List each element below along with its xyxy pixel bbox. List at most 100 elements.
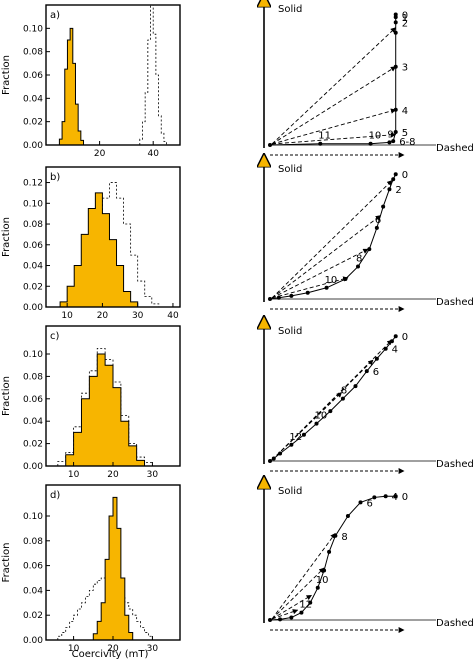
histogram-panel-3: 0.00 0.02 0.04 0.06 0.08 0.10 10 20 30 d) Fraction [1, 485, 180, 654]
step-label: 3 [402, 63, 408, 74]
arai-point [369, 142, 373, 146]
arai-point [356, 265, 360, 269]
arai-point [387, 187, 391, 191]
dashed-axis-label: Dashed [436, 459, 474, 470]
arai-point [325, 286, 329, 290]
y-axis-title: Fraction [1, 543, 12, 583]
solid-axis-label: Solid [278, 4, 302, 15]
x-tick-label: 20 [97, 311, 109, 321]
y-axis-title: Fraction [1, 376, 12, 416]
y-tick-label: 0.08 [23, 537, 43, 547]
x-tick-label: 40 [147, 149, 159, 159]
y-axis-title: Fraction [1, 55, 12, 95]
step-label: 6 [367, 498, 373, 509]
arai-point [343, 277, 347, 281]
dashed-axis-label: Dashed [436, 618, 474, 629]
solid-histogram [59, 28, 83, 145]
step-label: 11 [318, 131, 331, 142]
y-tick-label: 0.08 [23, 372, 43, 382]
arai-point [268, 459, 272, 463]
step-label: 10 [325, 275, 338, 286]
step-label: 0 [402, 332, 408, 343]
dashed-axis-label: Dashed [436, 143, 474, 154]
arai-point [333, 534, 337, 538]
y-tick-label: 0.00 [23, 141, 43, 151]
arai-point [381, 205, 385, 209]
y-tick-label: 0.04 [23, 262, 43, 272]
y-tick-label: 0.10 [23, 199, 43, 209]
arai-point [375, 357, 379, 361]
y-axis-title: Fraction [1, 217, 12, 257]
arai-point [327, 550, 331, 554]
arai-point [394, 172, 398, 176]
arai-panel-1: Solid Dashed 02 6 8 10 [264, 164, 474, 309]
arai-point [384, 494, 388, 498]
step-label: 9 [387, 129, 393, 140]
panel-label: d) [50, 490, 60, 501]
x-axis-title: Coercivity (mT) [72, 649, 149, 660]
arai-panel-0: Solid Dashed 012 3 4 56-8 9 10 11 [264, 4, 474, 155]
x-tick-label: 20 [107, 470, 119, 480]
solid-axis-label: Solid [278, 486, 302, 497]
arai-point [278, 617, 282, 621]
arai-point [394, 130, 398, 134]
panel-label: c) [50, 331, 59, 342]
arai-point [341, 397, 345, 401]
y-tick-label: 0.00 [23, 303, 43, 313]
y-tick-label: 0.02 [23, 611, 43, 621]
step-label: 4 [402, 106, 408, 117]
arai-point [391, 177, 395, 181]
x-tick-label: 30 [147, 470, 159, 480]
arai-point [359, 500, 363, 504]
step-label: 8 [341, 386, 347, 397]
y-tick-label: 0.00 [23, 636, 43, 646]
y-tick-label: 0.10 [23, 350, 43, 360]
y-tick-label: 0.02 [23, 440, 43, 450]
solid-histogram [93, 497, 132, 640]
arai-point [272, 457, 276, 461]
y-tick-label: 0.02 [23, 118, 43, 128]
arai-point [387, 140, 391, 144]
step-label: 10 [316, 575, 329, 586]
arai-point [278, 452, 282, 456]
step-label: 8 [341, 532, 347, 543]
arai-point [268, 618, 272, 622]
x-tick-label: 10 [61, 311, 73, 321]
histogram-panel-1: 0.00 0.02 0.04 0.06 0.08 0.10 0.12 10 20 30 40 b) Fr… [1, 167, 180, 321]
solid-histogram [66, 354, 145, 466]
arai-point [346, 514, 350, 518]
dashed-histogram [140, 5, 167, 145]
step-label: 0 [402, 492, 408, 503]
x-tick-label: 20 [94, 149, 106, 159]
arai-point [302, 433, 306, 437]
step-label: 6 [373, 367, 379, 378]
arai-point [375, 226, 379, 230]
arai-point [277, 296, 281, 300]
step-label: 2 [395, 185, 401, 196]
dashed-axis-label: Dashed [436, 297, 474, 308]
histogram-panel-0: 0.00 0.02 0.04 0.06 0.08 0.10 20 40 a) Fraction [1, 5, 180, 159]
arai-panel-2: SolidDashed04681012 [264, 326, 474, 471]
y-tick-label: 0.06 [23, 241, 43, 251]
step-label: 10 [315, 411, 328, 422]
arai-point [268, 143, 272, 147]
arai-point [394, 15, 398, 19]
arai-point [365, 369, 369, 373]
step-label: 12 [289, 432, 302, 443]
y-tick-label: 0.06 [23, 71, 43, 81]
y-tick-label: 0.06 [23, 395, 43, 405]
arai-point [289, 616, 293, 620]
x-tick-label: 40 [167, 311, 179, 321]
panel-label: a) [50, 10, 60, 21]
solid-axis-label: Solid [278, 164, 302, 175]
arai-point [394, 20, 398, 24]
arai-point [306, 291, 310, 295]
y-tick-label: 0.10 [23, 512, 43, 522]
x-tick-label: 30 [147, 644, 159, 654]
step-label: 4 [392, 492, 398, 503]
arai-point [289, 443, 293, 447]
arai-point [316, 586, 320, 590]
solid-histogram [60, 193, 138, 307]
arai-panel-3: Solid Dashed 04 6 8 10 12 [264, 486, 474, 630]
step-label: 6-8 [399, 137, 415, 148]
